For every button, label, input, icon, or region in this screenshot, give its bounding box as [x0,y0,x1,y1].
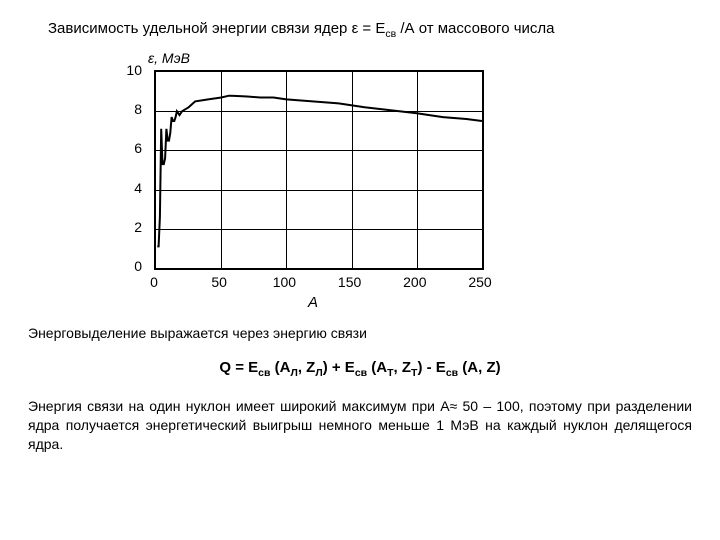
q-formula: Q = Eсв (AЛ, ZЛ) + Eсв (AТ, ZТ) - Eсв (A… [28,359,692,379]
energy-release-text: Энерговыделение выражается через энергию… [28,324,692,343]
chart-xlabel: A [308,294,318,311]
page-title: Зависимость удельной энергии связи ядер … [48,20,692,40]
y-axis-ticks: 0246810 [118,70,148,270]
explanation-text: Энергия связи на один нуклон имеет широк… [28,397,692,454]
binding-energy-chart: ε, МэВ 0246810 050100150200250 A [118,42,518,312]
curve-line [156,72,482,268]
chart-ylabel: ε, МэВ [148,50,190,66]
plot-area [154,70,484,270]
